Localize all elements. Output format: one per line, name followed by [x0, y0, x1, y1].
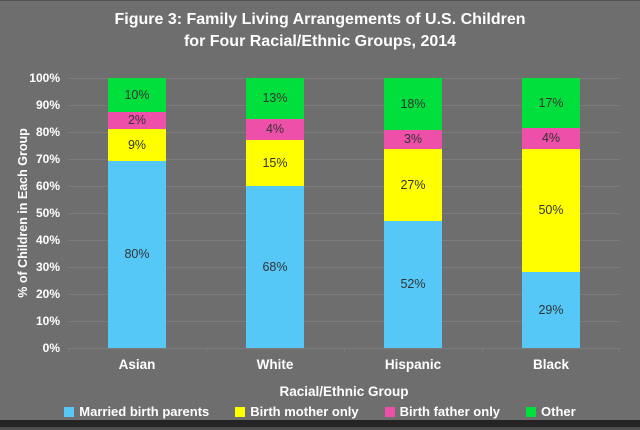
bar-segment-label: 18% [400, 96, 426, 111]
legend-label: Married birth parents [79, 404, 210, 419]
bar-segment-other: 17% [522, 78, 580, 128]
bottom-border-dark-band [0, 420, 640, 427]
gridline [68, 321, 620, 322]
bar-segment-birth-father-only: 2% [108, 112, 166, 130]
bar-segment-married-birth-parents: 80% [108, 161, 166, 348]
x-axis-tick [619, 348, 620, 352]
legend-item-birth-mother-only: Birth mother only [235, 404, 359, 419]
plot-area: 10% 2% 9% 80% 13% 4% 15% 68% 18% 3% 27% 52% 17% 4% 50%… [68, 78, 620, 352]
bar-segment-birth-father-only: 3% [384, 130, 442, 150]
bar-segment-label: 13% [262, 91, 288, 106]
bar-column-asian: 10% 2% 9% 80% [68, 78, 206, 348]
bar-column-white: 13% 4% 15% 68% [206, 78, 344, 348]
bar-white: 13% 4% 15% 68% [246, 78, 304, 348]
x-axis-tick [344, 348, 345, 352]
bar-segment-birth-mother-only: 50% [522, 149, 580, 272]
y-tick-label: 10% [35, 314, 60, 328]
gridline [68, 159, 620, 160]
bar-segment-other: 18% [384, 78, 442, 131]
y-tick-label: 40% [35, 233, 60, 247]
x-tick-label-black: Black [532, 357, 570, 372]
legend-label: Birth mother only [250, 404, 359, 419]
bar-segment-label: 68% [262, 259, 288, 274]
legend-item-married-birth-parents: Married birth parents [64, 404, 209, 419]
legend-item-birth-father-only: Birth father only [384, 404, 501, 419]
x-tick-label-hispanic: Hispanic [384, 357, 442, 372]
bar-segment-label: 15% [262, 155, 288, 170]
legend-swatch-icon [235, 406, 246, 417]
gridline [68, 213, 620, 214]
legend-swatch-icon [384, 406, 395, 417]
y-tick-label: 100% [29, 71, 60, 85]
bar-segment-married-birth-parents: 52% [384, 221, 442, 348]
legend-swatch-icon [64, 406, 75, 417]
bar-segment-married-birth-parents: 29% [522, 271, 580, 348]
legend-label: Birth father only [399, 404, 501, 419]
bar-segment-label: 4% [541, 131, 561, 146]
top-border [0, 0, 640, 1]
chart-title-line-1: Figure 3: Family Living Arrangements of … [114, 11, 526, 28]
bar-segment-label: 2% [127, 113, 147, 128]
bottom-border [0, 420, 640, 430]
gridline [68, 294, 620, 295]
gridline [68, 186, 620, 187]
bar-segment-other: 10% [108, 78, 166, 113]
gridline [68, 132, 620, 133]
gridline [68, 105, 620, 106]
bar-segment-birth-mother-only: 27% [384, 149, 442, 222]
bar-column-hispanic: 18% 3% 27% 52% [344, 78, 482, 348]
bar-segment-married-birth-parents: 68% [246, 185, 304, 348]
bar-segment-label: 29% [538, 302, 564, 317]
bar-segment-label: 50% [538, 203, 564, 218]
bar-segment-label: 9% [127, 137, 147, 152]
bar-black: 17% 4% 50% 29% [522, 78, 580, 348]
y-tick-label: 60% [35, 179, 60, 193]
y-tick-label: 20% [35, 287, 60, 301]
bar-segment-label: 27% [400, 177, 426, 192]
y-tick-label: 90% [35, 98, 60, 112]
chart-title-line-2: for Four Racial/Ethnic Groups, 2014 [183, 33, 457, 50]
y-tick-label: 50% [35, 206, 60, 220]
y-tick-label: 30% [35, 260, 60, 274]
x-axis-tick [206, 348, 207, 352]
bar-segment-label: 3% [403, 132, 423, 147]
bar-segment-birth-mother-only: 15% [246, 140, 304, 186]
bar-segment-label: 80% [124, 247, 150, 262]
bar-asian: 10% 2% 9% 80% [108, 78, 166, 348]
bar-hispanic: 18% 3% 27% 52% [384, 78, 442, 348]
gridline [68, 78, 620, 79]
x-tick-label-asian: Asian [118, 357, 156, 372]
y-tick-label: 0% [42, 341, 60, 355]
gridline [68, 267, 620, 268]
y-tick-label: 70% [35, 152, 60, 166]
x-tick-label-white: White [256, 357, 294, 372]
bar-segment-label: 17% [538, 95, 564, 110]
bar-column-black: 17% 4% 50% 29% [482, 78, 620, 348]
legend-label: Other [541, 404, 576, 419]
bar-segment-label: 4% [265, 122, 285, 137]
chart-title: Figure 3: Family Living Arrangements of … [0, 9, 640, 53]
x-axis-tick [68, 348, 69, 352]
legend-swatch-icon [526, 406, 537, 417]
y-tick-label: 80% [35, 125, 60, 139]
gridline [68, 240, 620, 241]
x-axis-tick [482, 348, 483, 352]
bar-segment-other: 13% [246, 78, 304, 120]
legend-item-other: Other [526, 404, 576, 419]
bar-segment-label: 52% [400, 277, 426, 292]
bars-layer: 10% 2% 9% 80% 13% 4% 15% 68% 18% 3% 27% 52% 17% 4% 50%… [68, 78, 620, 348]
bar-segment-birth-father-only: 4% [522, 127, 580, 150]
legend: Married birth parents Birth mother only Bi… [0, 404, 640, 419]
bar-segment-birth-father-only: 4% [246, 119, 304, 141]
x-axis-labels: Asian White Hispanic Black [68, 357, 620, 372]
bar-segment-birth-mother-only: 9% [108, 129, 166, 162]
x-axis-title: Racial/Ethnic Group [279, 384, 409, 399]
bar-segment-label: 10% [124, 87, 150, 102]
